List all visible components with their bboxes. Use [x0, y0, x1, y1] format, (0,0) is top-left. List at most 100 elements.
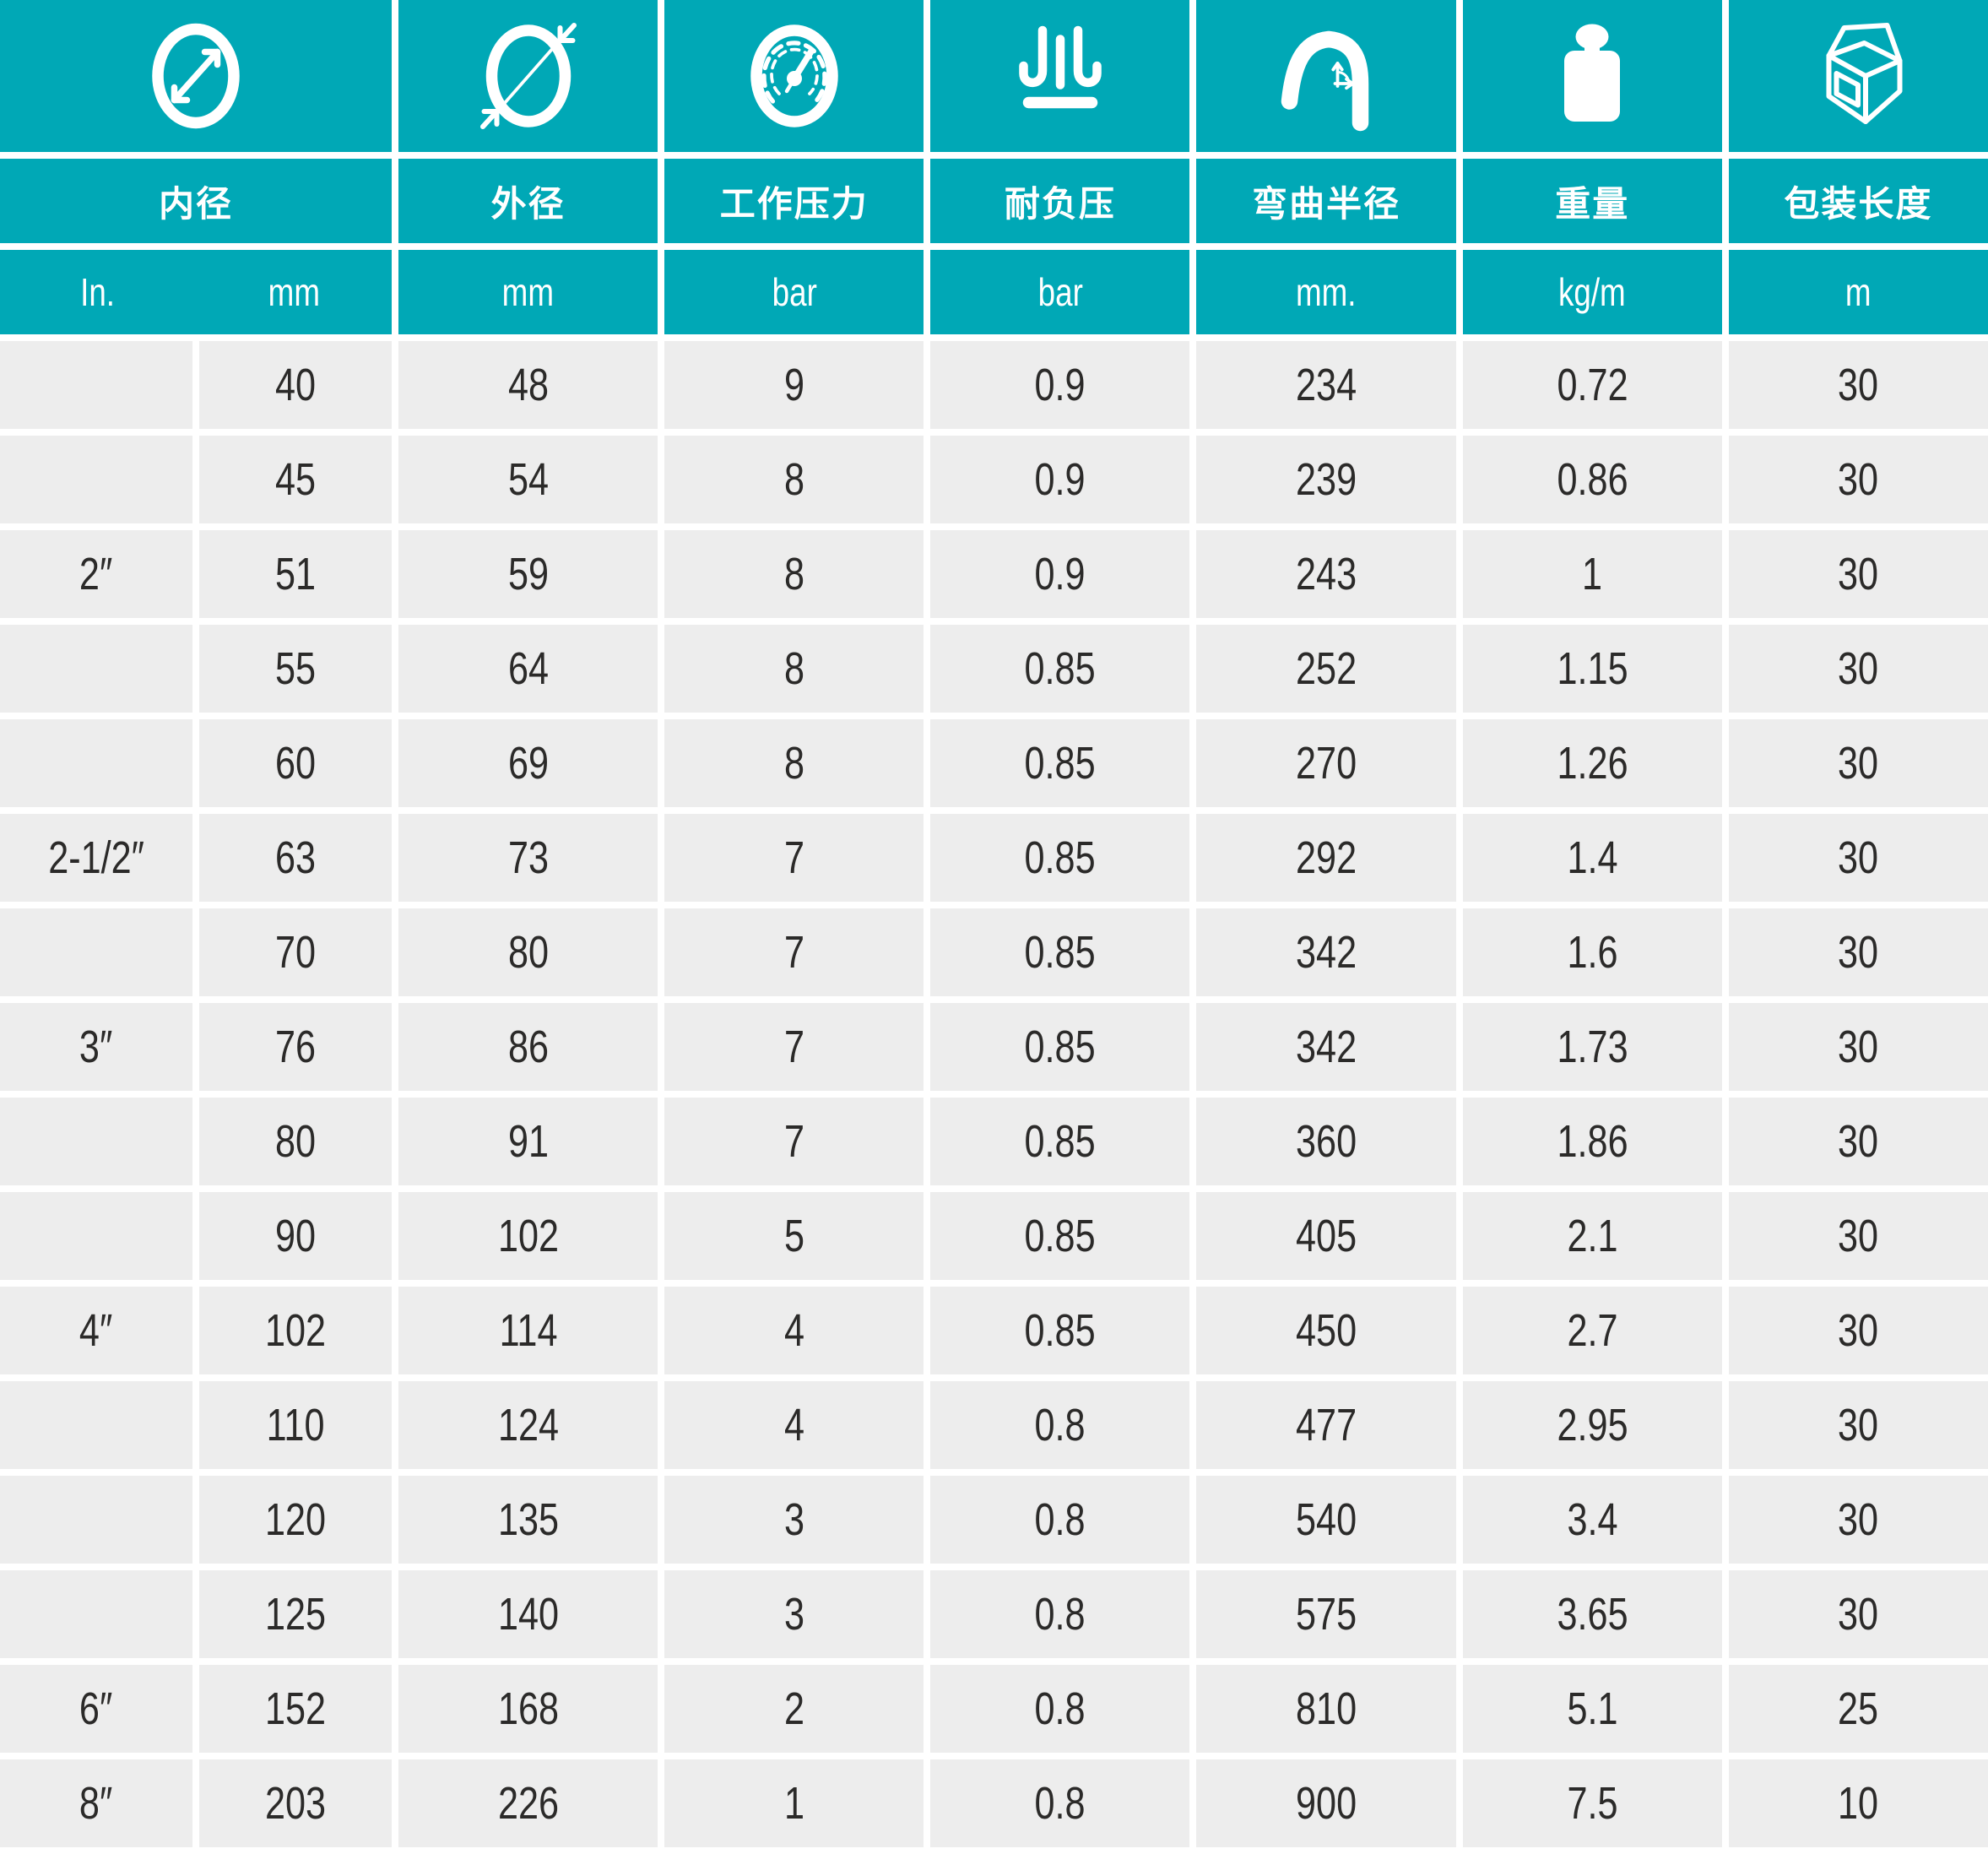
weight-icon: [1564, 24, 1621, 122]
table-cell: 360: [1196, 1098, 1456, 1185]
header-label: 耐负压: [1004, 183, 1116, 224]
table-cell: 252: [1196, 625, 1456, 713]
icon-cell-inner-diameter: [0, 0, 392, 152]
table-cell: 2: [664, 1665, 924, 1753]
table-cell: 120: [199, 1476, 392, 1564]
table-cell: 30: [1728, 530, 1988, 618]
table-cell: 140: [398, 1570, 658, 1658]
table-cell: 540: [1196, 1476, 1456, 1564]
table-cell: 90: [199, 1192, 392, 1280]
table-cell: 63: [199, 814, 392, 902]
table-cell: 59: [398, 530, 658, 618]
unit-weight: kg/m: [1462, 250, 1722, 334]
inner-diameter-icon: [152, 23, 240, 129]
table-cell: 45: [199, 436, 392, 523]
table-cell: 152: [199, 1665, 392, 1753]
bend-radius-icon: [1281, 30, 1369, 132]
table-cell: [0, 1192, 192, 1280]
table-cell: 69: [398, 719, 658, 807]
table-cell: 405: [1196, 1192, 1456, 1280]
table-cell: 86: [398, 1003, 658, 1091]
unit-bend-radius: mm.: [1196, 250, 1456, 334]
table-cell: 76: [199, 1003, 392, 1091]
header-label: 工作压力: [719, 183, 869, 224]
table-cell: 1.6: [1462, 908, 1722, 996]
table-cell: 2.95: [1462, 1381, 1722, 1469]
table-cell: 91: [398, 1098, 658, 1185]
header-label: 包装长度: [1784, 183, 1933, 224]
table-cell: 6″: [0, 1665, 192, 1753]
table-cell: 7: [664, 814, 924, 902]
table-cell: 8: [664, 719, 924, 807]
table-cell: 102: [199, 1287, 392, 1374]
table-cell: 7.5: [1462, 1759, 1722, 1847]
table-cell: 0.9: [930, 530, 1190, 618]
unit-label: mm.: [1296, 270, 1357, 314]
table-cell: 4: [664, 1381, 924, 1469]
table-cell: 168: [398, 1665, 658, 1753]
table-cell: 30: [1728, 1098, 1988, 1185]
table-cell: 0.85: [930, 908, 1190, 996]
table-cell: 2-1/2″: [0, 814, 192, 902]
table-cell: 1.4: [1462, 814, 1722, 902]
table-cell: 30: [1728, 1476, 1988, 1564]
unit-label: m: [1845, 270, 1872, 314]
table-cell: 234: [1196, 341, 1456, 429]
table-cell: 0.85: [930, 1098, 1190, 1185]
table-cell: 575: [1196, 1570, 1456, 1658]
table-cell: 80: [398, 908, 658, 996]
column-header-weight: 重量: [1462, 159, 1722, 243]
unit-label: kg/m: [1558, 270, 1627, 314]
table-cell: [0, 1381, 192, 1469]
column-header-working-pressure: 工作压力: [664, 159, 924, 243]
pressure-gauge-icon: [750, 24, 838, 127]
table-cell: 30: [1728, 625, 1988, 713]
unit-working-pressure: bar: [664, 250, 924, 334]
table-cell: 0.85: [930, 1192, 1190, 1280]
column-header-vacuum-resistance: 耐负压: [930, 159, 1190, 243]
package-box-icon: [1826, 23, 1903, 124]
table-cell: 0.9: [930, 436, 1190, 523]
table-cell: 8: [664, 530, 924, 618]
table-cell: 3″: [0, 1003, 192, 1091]
header-label: 重量: [1555, 183, 1630, 224]
table-cell: 30: [1728, 908, 1988, 996]
table-cell: [0, 719, 192, 807]
table-cell: 342: [1196, 1003, 1456, 1091]
table-cell: [0, 436, 192, 523]
header-label: 弯曲半径: [1252, 183, 1401, 224]
icon-cell-packing-length: [1728, 0, 1988, 152]
table-cell: 124: [398, 1381, 658, 1469]
table-cell: 30: [1728, 719, 1988, 807]
table-cell: [0, 1570, 192, 1658]
table-cell: 7: [664, 1098, 924, 1185]
table-cell: 1.15: [1462, 625, 1722, 713]
table-cell: [0, 625, 192, 713]
table-cell: 0.8: [930, 1381, 1190, 1469]
table-cell: 5.1: [1462, 1665, 1722, 1753]
table-cell: 1.26: [1462, 719, 1722, 807]
icon-cell-weight: [1462, 0, 1722, 152]
table-cell: 0.8: [930, 1665, 1190, 1753]
table-cell: 239: [1196, 436, 1456, 523]
table-cell: 30: [1728, 1287, 1988, 1374]
table-cell: 8″: [0, 1759, 192, 1847]
table-cell: 0.85: [930, 719, 1190, 807]
table-cell: 0.85: [930, 814, 1190, 902]
icon-cell-working-pressure: [664, 0, 924, 152]
table-cell: 0.8: [930, 1759, 1190, 1847]
table-cell: 30: [1728, 1570, 1988, 1658]
table-cell: 3: [664, 1570, 924, 1658]
table-cell: 30: [1728, 1003, 1988, 1091]
table-cell: 114: [398, 1287, 658, 1374]
table-cell: [0, 1098, 192, 1185]
unit-label: bar: [1037, 270, 1083, 314]
table-cell: 0.9: [930, 341, 1190, 429]
table-cell: 40: [199, 341, 392, 429]
unit-outer-diameter: mm: [398, 250, 658, 334]
unit-vacuum-resistance: bar: [930, 250, 1190, 334]
table-cell: 0.8: [930, 1570, 1190, 1658]
column-header-outer-diameter: 外径: [398, 159, 658, 243]
table-cell: 0.8: [930, 1476, 1190, 1564]
